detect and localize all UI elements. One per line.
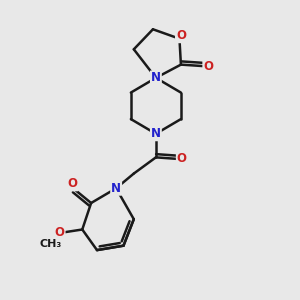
Text: O: O [176,29,186,42]
Text: N: N [151,127,161,140]
Text: O: O [68,177,78,190]
Text: N: N [111,182,121,195]
Text: CH₃: CH₃ [40,238,62,249]
Text: N: N [151,71,161,84]
Text: O: O [55,226,64,239]
Text: O: O [177,152,187,165]
Text: O: O [203,60,213,73]
